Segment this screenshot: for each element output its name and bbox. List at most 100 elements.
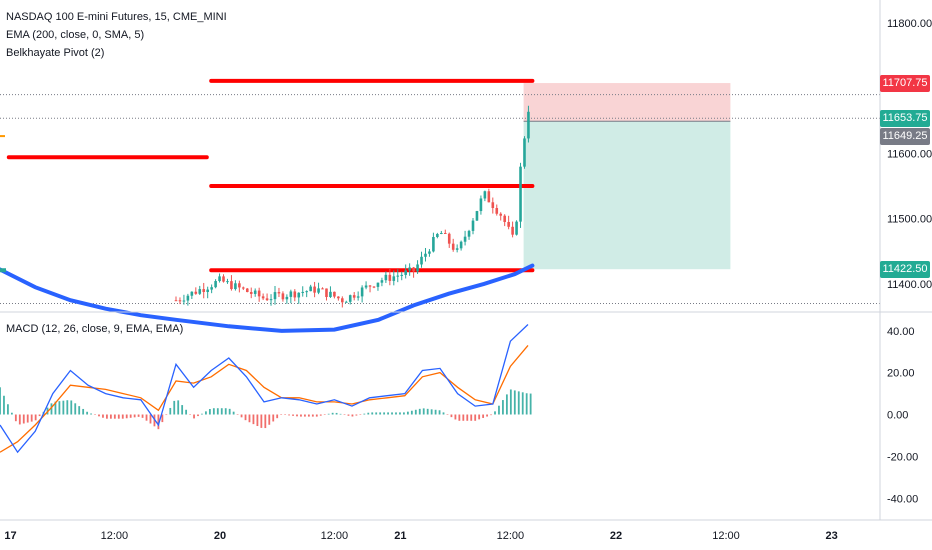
macd-histogram-bar <box>78 406 81 415</box>
macd-histogram-bar <box>22 414 25 424</box>
macd-histogram-bar <box>478 414 481 420</box>
macd-histogram-bar <box>359 414 362 415</box>
macd-histogram-bar <box>161 414 164 423</box>
price-badge[interactable]: 11653.75 <box>880 109 930 127</box>
macd-histogram-bar <box>201 413 203 415</box>
candle-body <box>527 111 530 139</box>
candle-body <box>313 286 316 293</box>
candle-body <box>341 298 344 303</box>
macd-histogram-bar <box>347 414 350 416</box>
candle-body <box>214 281 217 288</box>
macd-histogram-bar <box>458 414 461 421</box>
candle-body <box>206 289 209 292</box>
macd-histogram-bar <box>98 414 100 417</box>
macd-histogram-bar <box>34 414 37 421</box>
macd-tick-label: -20.00 <box>887 451 918 463</box>
macd-histogram-bar <box>7 404 9 415</box>
macd-histogram-bar <box>264 414 267 429</box>
macd-histogram-bar <box>280 414 283 415</box>
candle-body <box>352 295 356 298</box>
macd-histogram-bar <box>10 412 13 415</box>
macd-histogram-bar <box>185 409 188 415</box>
macd-histogram-bar <box>371 412 374 415</box>
macd-histogram-bar <box>434 409 437 415</box>
macd-line <box>0 324 529 454</box>
macd-histogram-bar <box>498 405 500 415</box>
legend-ema[interactable]: EMA (200, close, 0, SMA, 5) <box>6 29 145 41</box>
legend-symbol[interactable]: NASDAQ 100 E-mini Futures, 15, CME_MINI <box>6 11 227 23</box>
time-tick-label: 23 <box>825 530 837 542</box>
macd-histogram-bar <box>256 414 259 427</box>
price-tick-label: 11400.00 <box>887 279 932 291</box>
macd-histogram-bar <box>418 408 421 415</box>
candle-body <box>261 296 265 299</box>
macd-histogram-bar <box>181 405 184 415</box>
macd-histogram-bar <box>296 414 298 417</box>
candle-body <box>285 296 289 300</box>
macd-histogram-bar <box>383 412 386 415</box>
candle-body <box>428 251 431 254</box>
macd-histogram-bar <box>438 410 441 415</box>
macd-histogram-bar <box>54 401 57 415</box>
macd-histogram-bar <box>391 412 393 415</box>
macd-signal-line <box>0 344 529 453</box>
candle-body <box>475 211 479 221</box>
time-tick-label: 17 <box>4 530 16 542</box>
candle-body <box>459 241 463 249</box>
macd-histogram-bar <box>58 401 61 415</box>
candle-body <box>249 292 253 294</box>
macd-histogram-bar <box>86 411 89 415</box>
candle-body <box>182 300 186 302</box>
left-edge-marker <box>0 268 6 273</box>
candle-body <box>210 287 213 290</box>
macd-histogram-bar <box>315 414 318 417</box>
price-badge[interactable]: 11707.75 <box>880 74 930 92</box>
macd-histogram-bar <box>102 414 104 418</box>
candle-body <box>245 288 249 293</box>
candle-body <box>380 280 384 283</box>
candle-body <box>499 213 503 216</box>
price-badge[interactable]: 11422.50 <box>880 260 930 278</box>
candle-body <box>293 291 297 298</box>
macd-histogram-bar <box>474 414 477 421</box>
macd-histogram-bar <box>145 414 148 421</box>
candle-body <box>222 276 225 282</box>
macd-histogram-bar <box>403 412 405 415</box>
macd-histogram-bar <box>414 409 417 415</box>
macd-histogram-bar <box>109 414 112 419</box>
candle-body <box>344 301 348 303</box>
candle-body <box>483 191 487 199</box>
macd-histogram-bar <box>406 411 409 415</box>
candle-body <box>202 289 206 292</box>
macd-histogram-bar <box>248 414 251 423</box>
price-pane[interactable] <box>0 78 880 333</box>
candle-body <box>356 296 360 298</box>
macd-histogram-bar <box>137 414 140 417</box>
time-tick-label: 21 <box>394 530 406 542</box>
macd-histogram-bar <box>379 412 382 415</box>
macd-histogram-bar <box>292 414 294 416</box>
macd-histogram-bar <box>486 414 488 417</box>
macd-histogram-bar <box>319 414 322 416</box>
time-tick-label: 12:00 <box>712 530 740 542</box>
candle-body <box>519 166 522 222</box>
candle-body <box>412 267 415 272</box>
macd-histogram-bar <box>169 407 172 415</box>
candle-body <box>507 221 510 227</box>
candle-body <box>471 220 475 231</box>
macd-histogram-bar <box>268 414 271 425</box>
candle-body <box>265 298 269 301</box>
candle-body <box>408 267 411 271</box>
macd-histogram-bar <box>323 414 326 415</box>
macd-pane[interactable] <box>0 324 532 454</box>
macd-histogram-bar <box>410 410 413 415</box>
candle-body <box>230 281 233 290</box>
legend-pivot[interactable]: Belkhayate Pivot (2) <box>6 47 105 59</box>
legend-macd[interactable]: MACD (12, 26, close, 9, EMA, EMA) <box>6 323 184 335</box>
candle-body <box>218 276 221 282</box>
macd-histogram-bar <box>490 414 492 416</box>
price-badge[interactable]: 11649.25 <box>880 128 930 146</box>
macd-histogram-bar <box>272 414 275 422</box>
candle-body <box>467 230 471 237</box>
